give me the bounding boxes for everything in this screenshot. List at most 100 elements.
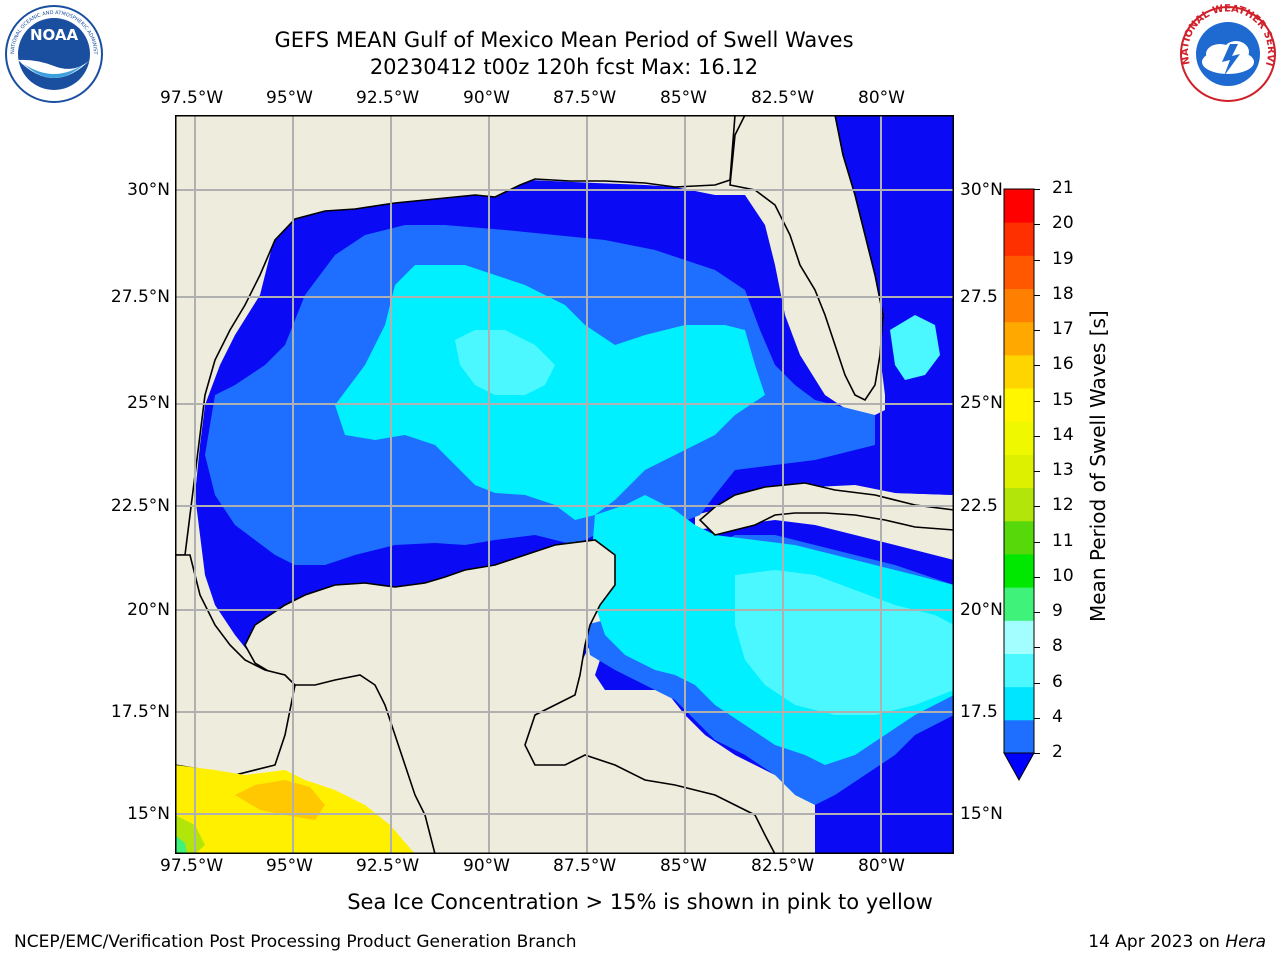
lat-tick-right: 17.5 xyxy=(960,702,998,722)
colorbar-tick-label: 12 xyxy=(1052,495,1074,516)
atlantic-water-region xyxy=(835,115,954,495)
colorbar-tick-label: 14 xyxy=(1052,424,1074,445)
colorbar-tick-label: 15 xyxy=(1052,389,1074,410)
lon-tick-top: 90°W xyxy=(463,88,510,108)
lat-tick-left: 27.5°N xyxy=(110,287,170,307)
ice-note: Sea Ice Concentration > 15% is shown in … xyxy=(347,890,933,914)
colorbar-tick-mark xyxy=(1034,189,1040,190)
colorbar-tick-label: 21 xyxy=(1052,178,1074,198)
colorbar-tick-mark xyxy=(1034,435,1040,437)
colorbar-tick-mark xyxy=(1034,647,1040,649)
colorbar-segment xyxy=(1004,354,1034,389)
colorbar-tick-label: 18 xyxy=(1052,283,1074,304)
colorbar-tick-mark xyxy=(1034,506,1040,508)
colorbar-segment xyxy=(1004,686,1034,721)
graticule xyxy=(175,115,954,854)
colorbar-tick-mark xyxy=(1034,612,1040,613)
lon-tick-top: 82.5°W xyxy=(751,88,815,108)
map-frame xyxy=(175,115,954,854)
colorbar-tick-label: 10 xyxy=(1052,565,1074,586)
colorbar-tick-label: 4 xyxy=(1052,706,1063,727)
lon-tick-top: 97.5°W xyxy=(160,88,224,108)
lon-tick-bottom: 97.5°W xyxy=(160,856,224,876)
colorbar-segment xyxy=(1004,620,1034,654)
lat-tick-right: 20°N xyxy=(960,600,1003,620)
colorbar-tick-label: 9 xyxy=(1052,601,1063,621)
pacific-ice-orange-patch xyxy=(235,780,325,820)
lon-tick-bottom: 82.5°W xyxy=(751,856,815,876)
colorbar-segment xyxy=(1004,288,1034,323)
colorbar-segment xyxy=(1004,222,1034,256)
chart-title: GEFS MEAN Gulf of Mexico Mean Period of … xyxy=(274,28,854,52)
colorbar-tick-mark xyxy=(1034,330,1040,331)
colorbar-segment xyxy=(1004,520,1034,555)
lat-tick-left: 30°N xyxy=(127,180,170,200)
colorbar xyxy=(1003,188,1035,782)
colorbar-segment xyxy=(1004,421,1034,455)
colorbar-tick-label: 11 xyxy=(1052,530,1074,551)
lat-tick-left: 15°N xyxy=(127,804,170,824)
colorbar-tick-mark xyxy=(1034,365,1040,367)
swell-band-6-8 xyxy=(455,330,555,395)
colorbar-segment xyxy=(1004,553,1034,588)
nws-logo: NATIONAL WEATHER SERVICE xyxy=(1178,4,1276,102)
map-panel xyxy=(175,115,954,854)
lon-tick-top: 87.5°W xyxy=(553,88,617,108)
swell-band-6-8-florida xyxy=(890,315,940,380)
colorbar-segment xyxy=(1004,189,1034,223)
colorbar-tick-label: 19 xyxy=(1052,248,1074,269)
colorbar-tick-label: 13 xyxy=(1052,460,1074,480)
lat-tick-right: 30°N xyxy=(960,180,1003,200)
colorbar-tick-mark xyxy=(1034,400,1040,402)
colorbar-segment xyxy=(1004,587,1034,621)
lon-tick-top: 85°W xyxy=(660,88,707,108)
colorbar-under-arrow xyxy=(1003,752,1035,782)
lat-tick-left: 22.5°N xyxy=(110,496,170,516)
colorbar-segment xyxy=(1004,487,1034,522)
colorbar-segment xyxy=(1004,454,1034,489)
colorbar-tick-mark xyxy=(1034,682,1040,684)
lat-tick-right: 22.5 xyxy=(960,496,998,516)
credit-text: NCEP/EMC/Verification Post Processing Pr… xyxy=(14,932,577,952)
machine-name: Hera xyxy=(1225,932,1266,952)
lon-tick-bottom: 90°W xyxy=(463,856,510,876)
colorbar-tick-mark xyxy=(1034,717,1040,719)
swell-band-6-8-east xyxy=(735,570,954,715)
svg-text:NOAA: NOAA xyxy=(30,26,79,44)
date-stamp: 14 Apr 2023 on Hera xyxy=(1088,932,1266,952)
colorbar-tick-mark xyxy=(1034,576,1040,578)
lat-tick-left: 17.5°N xyxy=(110,702,170,722)
colorbar-segment xyxy=(1004,719,1034,754)
colorbar-tick-mark xyxy=(1034,753,1040,754)
colorbar-tick-mark xyxy=(1034,294,1040,296)
noaa-logo: NOAA NATIONAL OCEANIC AND ATMOSPHERIC AD… xyxy=(4,4,103,103)
lat-tick-right: 25°N xyxy=(960,393,1003,413)
lat-tick-left: 20°N xyxy=(127,600,170,620)
lon-tick-bottom: 85°W xyxy=(660,856,707,876)
colorbar-tick-mark xyxy=(1034,471,1040,472)
chart-subtitle: 20230412 t00z 120h fcst Max: 16.12 xyxy=(369,55,759,79)
colorbar-tick-mark xyxy=(1034,259,1040,261)
yucatan-land xyxy=(244,539,776,854)
colorbar-tick-mark xyxy=(1034,224,1040,226)
lat-tick-right: 15°N xyxy=(960,804,1003,824)
lon-tick-top: 92.5°W xyxy=(356,88,420,108)
colorbar-label: Mean Period of Swell Waves [s] xyxy=(1086,310,1110,622)
lon-tick-bottom: 80°W xyxy=(858,856,905,876)
lon-tick-bottom: 92.5°W xyxy=(356,856,420,876)
colorbar-tick-mark xyxy=(1034,541,1040,543)
us-gulf-coast-land xyxy=(175,115,736,556)
lon-tick-bottom: 95°W xyxy=(266,856,313,876)
colorbar-segment xyxy=(1004,653,1034,688)
lon-tick-bottom: 87.5°W xyxy=(553,856,617,876)
colorbar-tick-label: 17 xyxy=(1052,319,1074,339)
colorbar-tick-label: 16 xyxy=(1052,354,1074,375)
colorbar-segment xyxy=(1004,388,1034,422)
colorbar-tick-label: 20 xyxy=(1052,213,1074,234)
colorbar-segment xyxy=(1004,321,1034,356)
swell-band-4-6 xyxy=(335,265,765,520)
cuba-land xyxy=(698,482,954,536)
colorbar-tick-label: 2 xyxy=(1052,742,1063,762)
lat-tick-right: 27.5 xyxy=(960,287,998,307)
pacific-ice-green-patch-2 xyxy=(175,835,187,854)
